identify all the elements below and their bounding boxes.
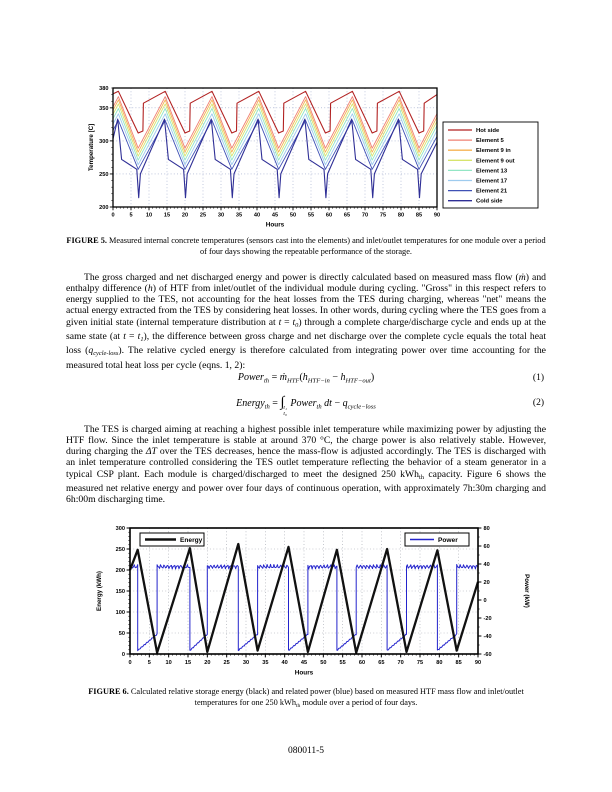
figure5-chart: 0 5 10 15 20 25 30 35 40 45 50 55 60 65 70 75 80 85 90 200 2… xyxy=(88,86,539,229)
svg-text:-60: -60 xyxy=(484,652,492,658)
svg-text:80: 80 xyxy=(436,660,442,666)
svg-text:150: 150 xyxy=(116,589,125,595)
svg-text:Cold side: Cold side xyxy=(476,199,503,205)
body-paragraph-1-text: The gross charged and net discharged ene… xyxy=(66,272,547,371)
svg-text:Element 17: Element 17 xyxy=(476,179,508,185)
figure5-caption-label: FIGURE 5. xyxy=(66,236,107,245)
svg-text:25: 25 xyxy=(224,660,230,666)
equation-2-number: (2) xyxy=(532,398,544,408)
svg-text:0: 0 xyxy=(111,213,114,219)
svg-text:85: 85 xyxy=(456,660,462,666)
svg-text:40: 40 xyxy=(254,213,260,219)
svg-text:50: 50 xyxy=(290,213,296,219)
svg-text:Hours: Hours xyxy=(295,670,314,677)
figure5-caption-text: Measured internal concrete temperatures … xyxy=(106,236,546,257)
svg-text:5: 5 xyxy=(129,213,132,219)
svg-text:30: 30 xyxy=(243,660,249,666)
svg-text:Hours: Hours xyxy=(266,222,285,229)
svg-text:20: 20 xyxy=(204,660,210,666)
svg-text:0: 0 xyxy=(128,660,131,666)
svg-text:75: 75 xyxy=(380,213,386,219)
svg-text:65: 65 xyxy=(378,660,384,666)
svg-text:-40: -40 xyxy=(484,634,492,640)
svg-text:300: 300 xyxy=(99,139,108,145)
svg-text:Power: Power xyxy=(438,537,458,544)
equation-2: Energyth = ∫ t₁ t₀ Powerth dt − qcycle−los… xyxy=(236,394,376,417)
svg-text:0: 0 xyxy=(122,652,125,658)
svg-text:60: 60 xyxy=(484,544,490,550)
svg-text:Element 9 out: Element 9 out xyxy=(476,158,515,164)
equation-1-number: (1) xyxy=(532,373,544,383)
svg-text:90: 90 xyxy=(475,660,481,666)
equation-1-row: Powerth = ṁHTF(hHTF−in − hHTF−out) (1) xyxy=(66,372,546,390)
svg-text:250: 250 xyxy=(99,172,108,178)
svg-text:Element 9 in: Element 9 in xyxy=(476,148,511,154)
page-number: 080011-5 xyxy=(287,746,325,756)
svg-text:10: 10 xyxy=(146,213,152,219)
svg-text:5: 5 xyxy=(148,660,151,666)
svg-text:15: 15 xyxy=(185,660,191,666)
figure6-caption-text: Calculated relative storage energy (blac… xyxy=(128,687,524,710)
svg-text:Power (kW): Power (kW) xyxy=(523,574,530,608)
svg-text:55: 55 xyxy=(340,660,346,666)
svg-text:20: 20 xyxy=(484,580,490,586)
equation-2-row: Energyth = ∫ t₁ t₀ Powerth dt − qcycle−los… xyxy=(66,395,546,419)
svg-text:100: 100 xyxy=(116,610,125,616)
svg-text:Energy: Energy xyxy=(180,537,203,544)
svg-text:20: 20 xyxy=(182,213,188,219)
svg-text:Temperature [C]: Temperature [C] xyxy=(88,124,95,171)
figure5-caption: FIGURE 5. Measured internal concrete tem… xyxy=(66,235,546,257)
svg-text:Hot side: Hot side xyxy=(476,128,500,134)
svg-text:40: 40 xyxy=(484,562,490,568)
svg-text:380: 380 xyxy=(99,86,108,92)
svg-text:35: 35 xyxy=(236,213,242,219)
svg-text:Energy (kWh): Energy (kWh) xyxy=(96,571,103,611)
svg-text:75: 75 xyxy=(417,660,423,666)
body-paragraph-2: The TES is charged aiming at reaching a … xyxy=(66,424,546,505)
svg-text:0: 0 xyxy=(484,598,487,604)
svg-text:45: 45 xyxy=(272,213,278,219)
svg-text:55: 55 xyxy=(308,213,314,219)
svg-text:85: 85 xyxy=(416,213,422,219)
svg-text:Element 5: Element 5 xyxy=(476,138,505,144)
svg-text:50: 50 xyxy=(119,631,125,637)
svg-text:200: 200 xyxy=(99,205,108,211)
svg-text:250: 250 xyxy=(116,547,125,553)
svg-text:25: 25 xyxy=(200,213,206,219)
svg-text:80: 80 xyxy=(398,213,404,219)
svg-text:30: 30 xyxy=(218,213,224,219)
figure6-chart: 0 5 10 15 20 25 30 35 40 45 50 55 60 65 70 75 80 85 90 0 50 1… xyxy=(96,526,530,677)
svg-text:65: 65 xyxy=(344,213,350,219)
svg-text:200: 200 xyxy=(116,568,125,574)
svg-text:90: 90 xyxy=(434,213,440,219)
svg-text:-20: -20 xyxy=(484,616,492,622)
svg-text:300: 300 xyxy=(116,526,125,532)
svg-text:35: 35 xyxy=(262,660,268,666)
figure6-caption-label: FIGURE 6. xyxy=(88,687,129,696)
svg-text:10: 10 xyxy=(166,660,172,666)
svg-text:70: 70 xyxy=(362,213,368,219)
svg-text:60: 60 xyxy=(359,660,365,666)
svg-text:Element 21: Element 21 xyxy=(476,189,508,195)
svg-text:70: 70 xyxy=(398,660,404,666)
svg-text:80: 80 xyxy=(484,526,490,532)
body-paragraph-1: The gross charged and net discharged ene… xyxy=(66,272,546,371)
svg-text:Element 13: Element 13 xyxy=(476,168,508,174)
svg-text:40: 40 xyxy=(282,660,288,666)
figure6-caption: FIGURE 6. Calculated relative storage en… xyxy=(66,686,546,712)
body-paragraph-2-text: The TES is charged aiming at reaching a … xyxy=(66,424,546,506)
equation-1: Powerth = ṁHTF(hHTF−in − hHTF−out) xyxy=(237,372,375,385)
svg-text:350: 350 xyxy=(99,106,108,112)
svg-text:45: 45 xyxy=(301,660,307,666)
svg-text:60: 60 xyxy=(326,213,332,219)
svg-text:50: 50 xyxy=(320,660,326,666)
svg-text:15: 15 xyxy=(164,213,170,219)
